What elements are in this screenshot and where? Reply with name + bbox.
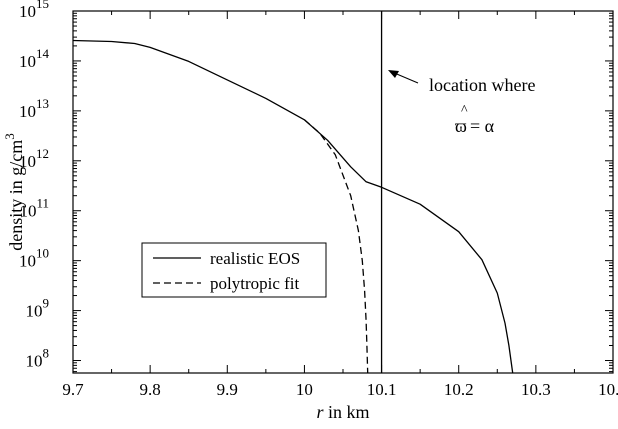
x-axis-title: r in km (316, 402, 369, 422)
y-tick-exponent: 12 (36, 146, 49, 161)
legend-box (141, 242, 327, 298)
tick-labels: 9.79.89.91010.110.210.310.41081091010101… (19, 0, 618, 399)
x-tick-label: 10.1 (367, 380, 397, 399)
x-tick-label: 9.8 (140, 380, 161, 399)
plot-frame (72, 10, 614, 374)
annotation-hat: ^ (461, 103, 468, 118)
y-tick-exponent: 14 (36, 46, 50, 61)
x-tick-label: 10.3 (521, 380, 551, 399)
series-layer (72, 39, 514, 374)
x-tick-label: 10 (296, 380, 313, 399)
x-axis-title-rest: in km (324, 402, 370, 422)
y-axis-title-text: density in g/cm (6, 140, 26, 251)
y-tick-exponent: 13 (36, 96, 49, 111)
y-tick-label: 109 (26, 296, 50, 321)
y-tick-exponent: 9 (43, 296, 50, 311)
y-tick-exponent: 8 (43, 346, 50, 361)
y-tick-label: 1015 (19, 0, 49, 21)
y-tick-label: 108 (26, 346, 50, 371)
y-axis-title-sup: 3 (2, 133, 17, 140)
x-tick-label: 9.9 (217, 380, 238, 399)
annotation-omega: ϖ (455, 116, 467, 136)
y-tick-label: 1013 (19, 96, 49, 121)
legend-label-realistic: realistic EOS (210, 249, 300, 268)
axis-ticks (72, 10, 614, 373)
y-tick-exponent: 11 (36, 196, 49, 211)
annotation-arrow-head (388, 70, 399, 78)
x-tick-label: 10.4 (598, 380, 618, 399)
annotation-text: location where (429, 75, 535, 95)
annotation-equals-alpha: = α (470, 116, 495, 136)
series-line-realistic-eos (72, 39, 514, 374)
x-tick-label: 9.7 (62, 380, 84, 399)
y-tick-label: 1014 (19, 46, 50, 71)
legend: realistic EOS polytropic fit (141, 242, 327, 298)
y-tick-exponent: 15 (36, 0, 49, 11)
annotation: location where ^ ϖ = α (388, 70, 535, 136)
x-tick-label: 10.2 (444, 380, 474, 399)
y-tick-exponent: 10 (36, 246, 49, 261)
legend-label-polytropic: polytropic fit (210, 274, 300, 293)
y-axis-title: density in g/cm3 (2, 133, 26, 251)
x-axis-title-r: r (316, 402, 324, 422)
series-line-polytropic-fit (303, 119, 369, 374)
